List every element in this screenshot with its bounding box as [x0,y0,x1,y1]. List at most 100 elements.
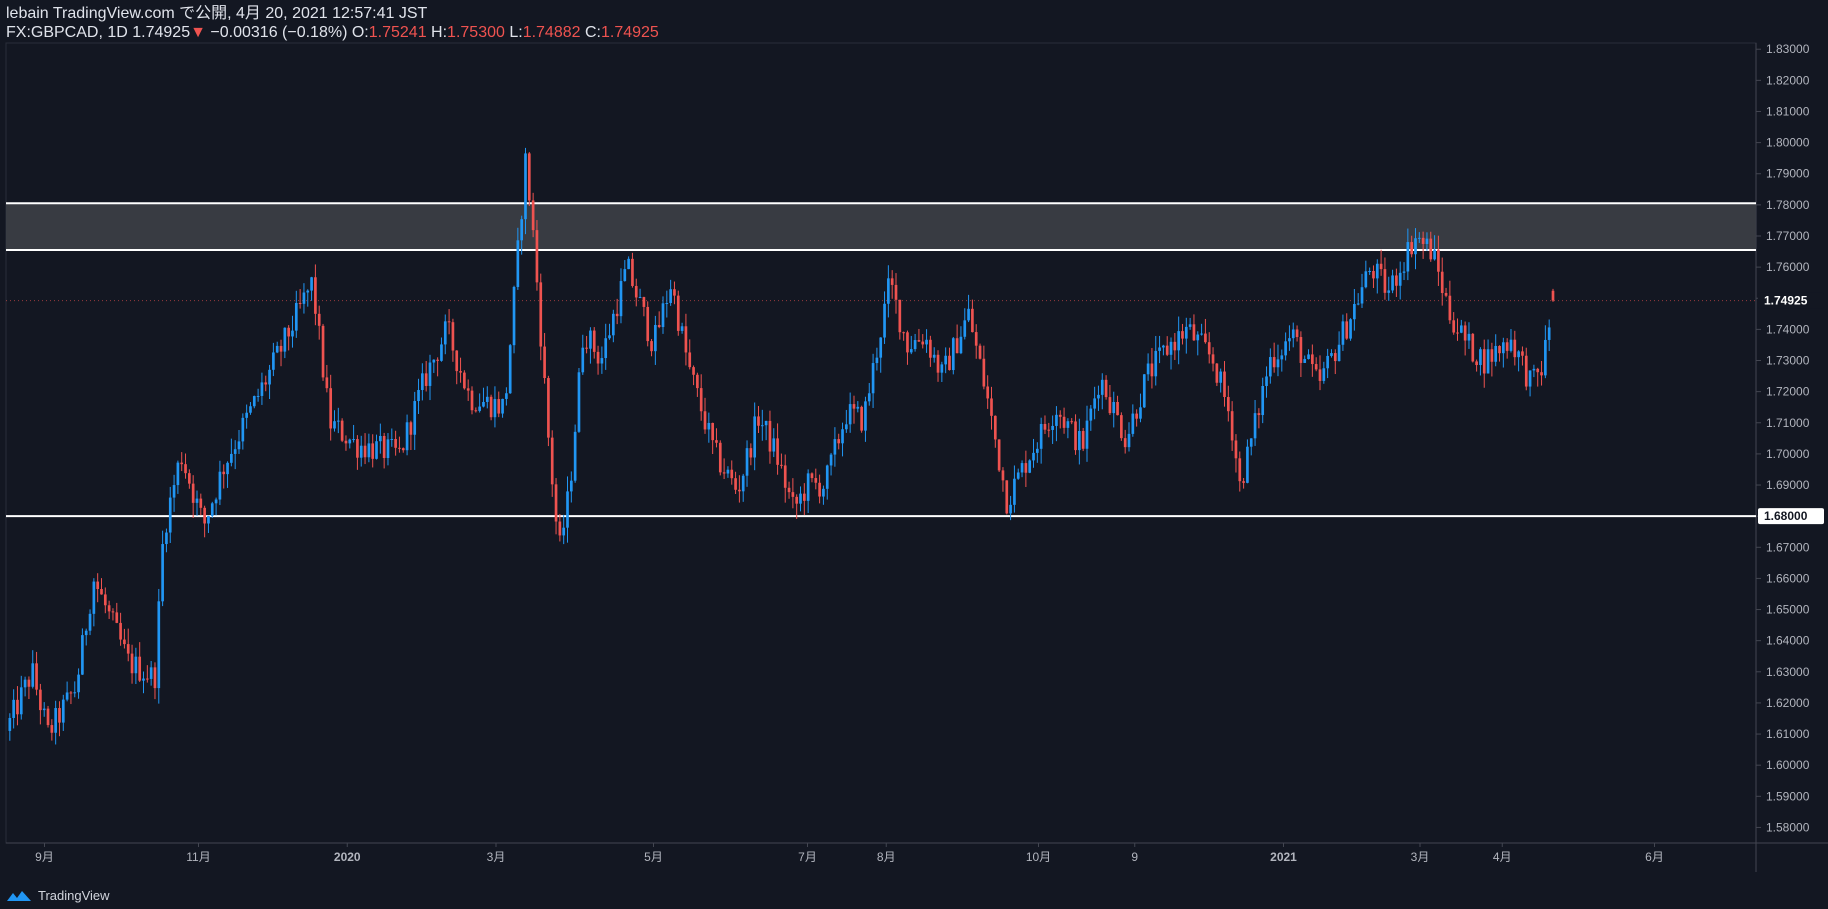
y-tick-label: 1.58000 [1766,820,1810,834]
candle-body [222,471,226,475]
candle-body [226,462,229,475]
candle-body [1204,333,1207,343]
y-tick-label: 1.81000 [1766,104,1810,118]
candle-body [997,439,1001,471]
candle-body [1379,263,1383,270]
candle-body [405,422,409,451]
candle-body [401,448,405,451]
candle-body [890,278,894,285]
candle-body [314,277,317,314]
candle-body [371,443,375,459]
candle-body [1544,339,1547,376]
candle-body [111,611,115,613]
candle-body [955,338,959,354]
candle-body [436,359,439,361]
candle-body [260,382,264,396]
candle-body [115,612,119,623]
candle-body [642,297,646,307]
candle-body [272,352,275,370]
candle-body [19,687,23,715]
candle-body [818,482,821,497]
candle-body [871,363,875,394]
candle-body [558,521,562,536]
current-price-badge: 1.74925 [1764,294,1808,308]
candle-body [61,699,65,723]
candle-body [1055,414,1058,426]
y-tick-label: 1.70000 [1766,447,1810,461]
candle-body [46,708,50,726]
candle-body [726,469,730,474]
candle-body [333,421,336,429]
candle-body [1085,420,1089,449]
candle-body [142,678,145,681]
y-tick-label: 1.74000 [1766,322,1810,336]
candle-body [531,200,535,231]
candle-body [772,438,776,452]
candle-body [661,303,665,328]
candle-body [1429,238,1433,260]
candle-body [1009,504,1012,514]
candle-body [986,386,990,399]
candle-body [153,667,157,689]
candle-body [291,330,294,337]
candle-body [856,406,860,409]
candle-body [512,286,516,346]
candle-body [577,372,581,432]
candle-body [210,503,214,516]
candle-body [1269,357,1272,377]
candle-body [188,473,191,484]
candle-body [730,469,734,479]
candle-body [829,454,833,466]
candle-body [149,667,153,679]
candle-body [1058,414,1062,417]
candle-body [1467,333,1471,341]
candle-body [489,396,493,418]
candle-body [1013,478,1016,505]
candle-body [749,448,753,458]
candle-body [77,674,80,693]
candle-body [306,290,310,293]
candle-body [608,335,611,339]
candle-body [302,292,306,304]
candle-body [1471,333,1475,362]
candle-body [547,378,550,438]
candle-body [1253,413,1257,439]
candle-body [1234,440,1238,459]
candle-body [1196,334,1200,341]
candle-body [898,299,902,333]
candle-body [657,324,661,328]
candle-body [783,465,787,488]
candle-body [1211,354,1215,364]
candle-body [1375,263,1379,279]
candle-body [631,258,634,286]
candle-body [562,527,566,536]
candle-body [1257,413,1261,416]
candle-body [1299,337,1303,363]
candle-body [1364,271,1368,288]
brand-label: TradingView [38,888,110,903]
candle-body [894,284,898,300]
candle-body [214,499,218,504]
y-tick-label: 1.78000 [1766,198,1810,212]
candle-body [1295,329,1299,338]
candle-body [913,340,917,350]
candle-body [806,473,810,501]
candle-body [1028,460,1032,473]
candle-body [1547,327,1551,340]
candle-body [1062,416,1066,428]
candle-body [317,313,321,326]
candle-body [768,420,772,452]
candle-body [1200,333,1203,335]
candle-body [356,439,359,458]
candle-body [310,277,313,291]
candle-body [573,431,577,481]
candle-body [50,725,54,733]
candle-body [791,492,795,497]
candle-body [1337,344,1341,362]
candle-body [493,399,497,418]
candle-body [218,471,222,500]
candle-body [359,445,363,458]
candle-body [1146,363,1150,375]
candle-body [191,483,195,503]
